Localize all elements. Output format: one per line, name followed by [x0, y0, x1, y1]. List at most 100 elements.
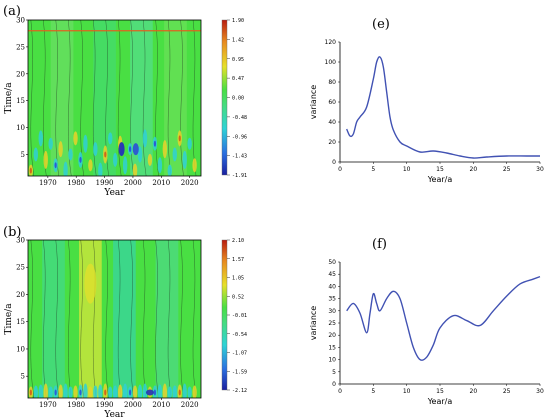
x-tick-label: 15 [436, 388, 444, 395]
x-tick-label: 1990 [96, 401, 114, 409]
wavelet-blob [98, 384, 103, 398]
colorbar-label: -0.48 [232, 115, 247, 121]
wavelet-blob [108, 386, 113, 398]
wavelet-blob [147, 153, 153, 166]
wavelet-core [54, 162, 57, 169]
period-band [113, 240, 136, 398]
wavelet-blob [117, 384, 123, 398]
x-tick-label: 5 [371, 166, 375, 173]
x-tick-label: 30 [536, 166, 544, 173]
wavelet-blob [93, 142, 98, 157]
colorbar-label: 0.47 [232, 76, 244, 82]
x-tick-label: 20 [470, 166, 478, 173]
contour-line [30, 240, 35, 398]
contour-line [55, 20, 60, 176]
colorbar-label: 0.52 [232, 294, 244, 300]
x-axis-title: Year [103, 188, 125, 198]
x-tick-label: 25 [503, 166, 511, 173]
x-tick-label: 20 [470, 388, 478, 395]
y-tick-label: 20 [328, 332, 336, 339]
wavelet-blob [122, 156, 128, 175]
colorbar-label: -1.43 [232, 154, 247, 160]
wavelet-blob [137, 384, 143, 398]
wavelet-blob [33, 147, 38, 162]
wavelet-blob [162, 383, 168, 398]
y-tick-label: 40 [328, 283, 336, 290]
wavelet-blob [88, 386, 93, 398]
wavelet-blob [187, 137, 192, 150]
wavelet-core [178, 135, 181, 142]
y-tick-label: 60 [328, 99, 336, 106]
x-axis-title: Year/a [427, 397, 453, 406]
contour-line [167, 240, 172, 398]
line-chart-f: 0 5 10 15 20 25 30 0 5 10 15 20 25 30 35 40 45 50 Year/a va… [309, 237, 544, 406]
wavelet-blob [137, 146, 143, 163]
wavelet-blob [157, 157, 163, 174]
contour-line [105, 240, 109, 398]
x-tick-label: 15 [436, 166, 444, 173]
x-axis-title: Year [103, 410, 125, 420]
y-tick-label: 30 [16, 17, 25, 25]
wavelet-core [79, 389, 82, 396]
contour-line [68, 240, 72, 398]
wavelet-blob [182, 383, 187, 398]
wavelet-blob [83, 383, 88, 398]
wavelet-blob [182, 150, 187, 169]
x-tick-label: 2000 [124, 401, 142, 409]
y-tick-label: 15 [16, 97, 25, 105]
wavelet-blob [192, 385, 197, 398]
wavelet-blob [187, 386, 192, 398]
y-tick-label: 5 [21, 151, 25, 159]
y-tick-label: 5 [21, 373, 25, 381]
wavelet-blob [142, 383, 148, 398]
wavelet-blob [43, 383, 48, 398]
wavelet-core [153, 389, 157, 396]
wavelet-minimum [132, 143, 139, 156]
colorbar-label: -2.12 [232, 388, 247, 394]
colorbar-label: 0.00 [232, 96, 244, 102]
contour-line [192, 20, 197, 176]
y-tick-label: 50 [328, 259, 336, 266]
wavelet-core [104, 151, 107, 158]
wavelet-blob [132, 163, 138, 176]
y-tick-label: 10 [328, 357, 336, 364]
wavelet-blob [172, 385, 177, 398]
y-tick-label: 25 [16, 264, 25, 272]
y-tick-label: 10 [16, 345, 25, 353]
wavelet-blob [122, 383, 128, 398]
x-tick-label: 1970 [39, 401, 57, 409]
colorbar-label: 1.90 [232, 18, 244, 24]
wavelet-blob [68, 148, 73, 161]
wavelet-blob [113, 152, 118, 167]
colorbar-label: -0.01 [232, 313, 247, 319]
colorbar [221, 239, 228, 391]
wavelet-core [153, 140, 157, 147]
y-tick-label: 0 [332, 381, 336, 388]
wavelet-blob [58, 384, 63, 398]
wavelet-blob [33, 385, 38, 398]
colorbar-label: -0.54 [232, 332, 247, 338]
y-tick-label: 20 [328, 139, 336, 146]
contour-line [142, 20, 147, 176]
wavelet-blob [83, 134, 88, 153]
y-tick-label: 10 [16, 124, 25, 132]
x-tick-label: 1990 [96, 179, 114, 187]
y-tick-label: 20 [16, 70, 25, 78]
y-tick-label: 15 [328, 344, 336, 351]
colorbar-label: 2.10 [232, 238, 244, 244]
plot-frame [27, 19, 202, 177]
wavelet-core [178, 389, 181, 396]
x-axis-title: Year/a [427, 175, 453, 184]
y-tick-label: 30 [16, 237, 25, 245]
contour-line [167, 20, 172, 176]
contour-line [180, 20, 184, 176]
y-tick-label: 30 [328, 308, 336, 315]
heatmap-b: 1970 1980 1990 2000 2010 2020 5 10 15 20 25 30 Year T… [3, 225, 247, 420]
y-tick-label: 40 [328, 119, 336, 126]
x-tick-label: 2010 [152, 401, 170, 409]
colorbar-label: 1.05 [232, 276, 244, 282]
contour-line [80, 240, 84, 398]
contour-line [155, 240, 159, 398]
panel-label: (a) [3, 4, 21, 19]
